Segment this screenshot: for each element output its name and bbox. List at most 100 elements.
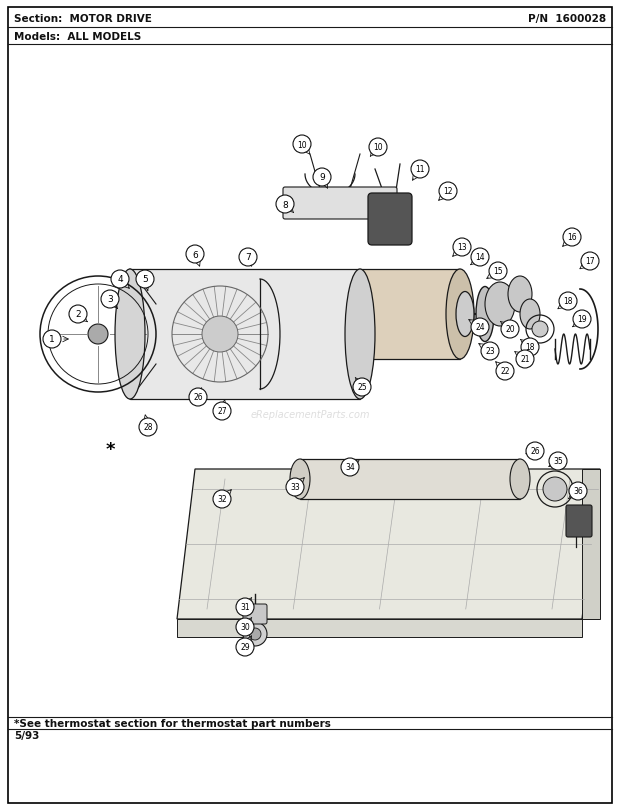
Circle shape xyxy=(111,271,129,289)
Text: 36: 36 xyxy=(573,487,583,496)
Circle shape xyxy=(239,249,257,267)
Circle shape xyxy=(369,139,387,157)
Polygon shape xyxy=(177,470,600,620)
Circle shape xyxy=(249,629,261,640)
Ellipse shape xyxy=(508,277,532,312)
Ellipse shape xyxy=(510,460,530,500)
Text: P/N  1600028: P/N 1600028 xyxy=(528,14,606,24)
Text: 22: 22 xyxy=(500,367,510,376)
Ellipse shape xyxy=(456,292,474,337)
Circle shape xyxy=(543,478,567,501)
Text: 5: 5 xyxy=(142,275,148,284)
Circle shape xyxy=(471,319,489,337)
FancyBboxPatch shape xyxy=(243,604,267,624)
Text: 14: 14 xyxy=(475,253,485,262)
Ellipse shape xyxy=(485,283,515,327)
Circle shape xyxy=(439,182,457,201)
Circle shape xyxy=(501,320,519,338)
Circle shape xyxy=(88,324,108,345)
Text: 31: 31 xyxy=(240,603,250,611)
Circle shape xyxy=(293,135,311,154)
Text: 27: 27 xyxy=(217,407,227,416)
Circle shape xyxy=(69,306,87,324)
Text: 18: 18 xyxy=(563,297,573,306)
Circle shape xyxy=(186,246,204,264)
Text: Section:  MOTOR DRIVE: Section: MOTOR DRIVE xyxy=(14,14,152,24)
Circle shape xyxy=(313,169,331,187)
Circle shape xyxy=(549,453,567,470)
Polygon shape xyxy=(582,470,600,620)
Bar xyxy=(360,270,460,359)
Text: 16: 16 xyxy=(567,234,577,242)
Bar xyxy=(130,270,360,400)
Ellipse shape xyxy=(115,270,145,400)
Text: 12: 12 xyxy=(443,187,453,196)
Text: 10: 10 xyxy=(373,144,383,152)
Text: 18: 18 xyxy=(525,343,534,352)
Text: Models:  ALL MODELS: Models: ALL MODELS xyxy=(14,32,141,42)
Circle shape xyxy=(136,271,154,289)
Circle shape xyxy=(101,290,119,309)
Circle shape xyxy=(521,338,539,357)
Text: 3: 3 xyxy=(107,295,113,304)
Text: 4: 4 xyxy=(117,275,123,284)
Circle shape xyxy=(43,331,61,349)
Circle shape xyxy=(243,622,267,646)
Text: 20: 20 xyxy=(505,325,515,334)
Text: 23: 23 xyxy=(485,347,495,356)
Text: 5/93: 5/93 xyxy=(14,730,40,740)
Text: 25: 25 xyxy=(357,383,367,392)
Text: 2: 2 xyxy=(75,310,81,319)
Circle shape xyxy=(516,350,534,368)
Text: 30: 30 xyxy=(240,623,250,632)
Circle shape xyxy=(341,458,359,476)
Text: 19: 19 xyxy=(577,315,587,324)
Text: 33: 33 xyxy=(290,483,300,492)
Text: 26: 26 xyxy=(530,447,540,456)
Ellipse shape xyxy=(446,270,474,359)
Ellipse shape xyxy=(202,316,238,353)
Text: 28: 28 xyxy=(143,423,153,432)
FancyBboxPatch shape xyxy=(566,505,592,538)
Circle shape xyxy=(236,618,254,636)
Text: 11: 11 xyxy=(415,165,425,174)
Circle shape xyxy=(563,229,581,247)
Circle shape xyxy=(139,418,157,436)
Circle shape xyxy=(489,263,507,281)
Text: 34: 34 xyxy=(345,463,355,472)
Circle shape xyxy=(189,388,207,406)
Text: 10: 10 xyxy=(297,140,307,149)
Circle shape xyxy=(532,322,548,337)
Text: 9: 9 xyxy=(319,174,325,182)
Text: 1: 1 xyxy=(49,335,55,344)
Text: 17: 17 xyxy=(585,257,595,266)
FancyBboxPatch shape xyxy=(283,188,397,220)
Circle shape xyxy=(526,443,544,461)
Text: 21: 21 xyxy=(520,355,529,364)
Text: 8: 8 xyxy=(282,200,288,209)
Text: 35: 35 xyxy=(553,457,563,466)
Circle shape xyxy=(236,599,254,616)
Circle shape xyxy=(581,253,599,271)
Circle shape xyxy=(573,311,591,328)
Circle shape xyxy=(569,483,587,500)
Circle shape xyxy=(559,293,577,311)
Circle shape xyxy=(471,249,489,267)
Ellipse shape xyxy=(345,270,375,400)
Ellipse shape xyxy=(476,287,494,342)
Circle shape xyxy=(453,238,471,257)
Circle shape xyxy=(286,478,304,496)
Circle shape xyxy=(236,638,254,656)
Text: 29: 29 xyxy=(240,642,250,652)
Text: 24: 24 xyxy=(475,323,485,332)
Bar xyxy=(300,460,520,500)
Text: 15: 15 xyxy=(493,267,503,277)
Circle shape xyxy=(353,379,371,397)
Circle shape xyxy=(496,363,514,380)
Circle shape xyxy=(481,342,499,361)
Text: eReplacementParts.com: eReplacementParts.com xyxy=(250,410,370,419)
Text: 7: 7 xyxy=(245,253,251,262)
Ellipse shape xyxy=(290,460,310,500)
Polygon shape xyxy=(177,620,582,637)
Circle shape xyxy=(213,402,231,420)
